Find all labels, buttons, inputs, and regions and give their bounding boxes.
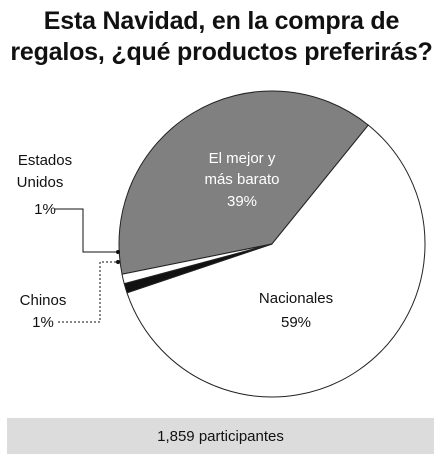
chart-title: Esta Navidad, en la compra de regalos, ¿… (0, 6, 443, 68)
label-nacionales: Nacionales 59% (259, 290, 333, 331)
label-estados-unidos: Estados Unidos 1% (17, 152, 72, 218)
slice-label-line: El mejor y (209, 150, 276, 167)
participants-banner: 1,859 participantes (7, 418, 434, 454)
slice-pct-label: 39% (227, 193, 257, 210)
slice-label-line: Estados (18, 152, 72, 169)
label-el-mejor-y-mas-barato: El mejor y más barato 39% (204, 150, 279, 210)
leader-line-estados-unidos (55, 208, 118, 253)
label-chinos: Chinos 1% (20, 292, 67, 331)
leader-dot-estados-unidos (116, 250, 120, 254)
chart-title-line-1: Esta Navidad, en la compra de (43, 7, 400, 35)
slice-label-line: Chinos (20, 292, 67, 309)
slice-label-line: Unidos (17, 174, 64, 191)
slice-pct-label: 1% (32, 314, 54, 331)
slice-estados-unidos (121, 243, 273, 285)
slice-label-line: Nacionales (259, 290, 333, 307)
leader-dot-chinos (116, 260, 120, 264)
slice-pct-label: 59% (281, 314, 311, 331)
slice-nacionales (126, 124, 426, 398)
participants-text: 1,859 participantes (157, 427, 284, 445)
leader-line-chinos (58, 261, 118, 323)
chart-title-line-2: regalos, ¿qué productos preferirás? (10, 38, 433, 66)
slice-el-mejor-y-mas-barato (118, 90, 369, 275)
slice-pct-label: 1% (34, 201, 56, 218)
slice-label-line: más barato (204, 171, 279, 188)
